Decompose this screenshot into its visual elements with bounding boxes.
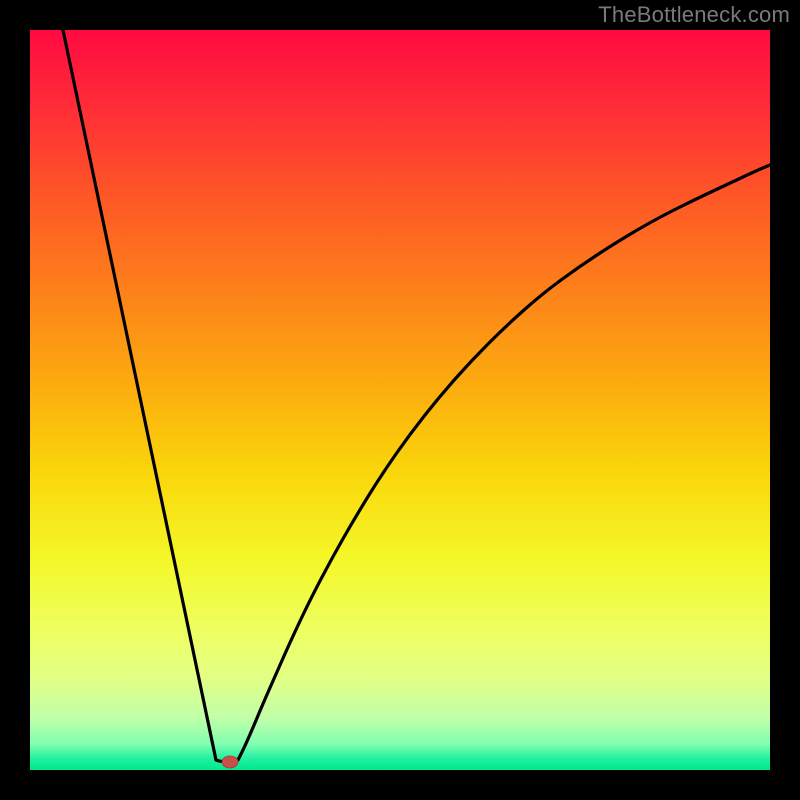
bottleneck-chart (0, 0, 800, 800)
chart-frame: TheBottleneck.com (0, 0, 800, 800)
optimal-point-marker (222, 756, 238, 768)
